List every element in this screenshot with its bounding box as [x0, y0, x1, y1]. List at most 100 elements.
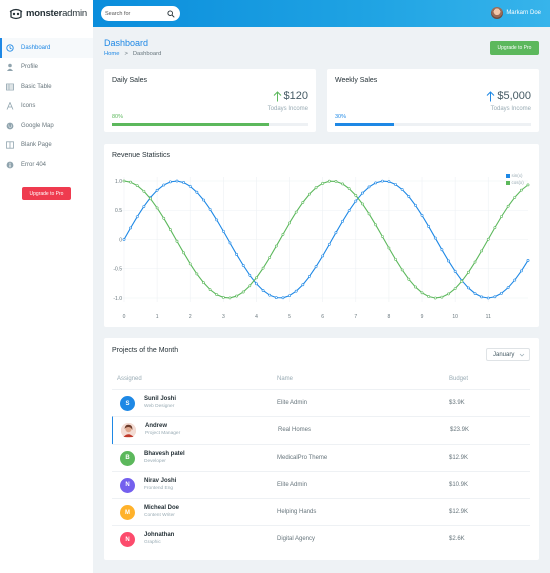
project-budget: $12.9K: [449, 509, 469, 516]
avatar-initial: B: [125, 455, 130, 462]
project-budget: $2.6K: [449, 536, 465, 543]
data-point-cos: [308, 192, 311, 196]
data-point-sin: [420, 213, 424, 217]
stat-value: $5,000: [486, 90, 531, 102]
data-point-cos: [168, 228, 172, 231]
table-row[interactable]: N Nirav Joshi Frontend Eng Elite Admin $10.9…: [112, 470, 530, 498]
sidebar-item-dashboard[interactable]: Dashboard: [0, 38, 93, 58]
assignee-role: Content Writer: [144, 513, 175, 519]
data-point-sin: [387, 180, 391, 184]
data-point-sin: [175, 179, 179, 183]
assignee: Bhavesh patel Developer: [144, 451, 185, 464]
table-row[interactable]: N Johnathan Graphic Digital Agency $2.6K: [112, 525, 530, 552]
legend-item: sin(x): [506, 172, 524, 179]
data-point-cos: [407, 277, 411, 281]
data-point-sin: [500, 291, 503, 295]
sidebar-item-label: Profile: [21, 64, 39, 71]
table-row[interactable]: M Micheal Doe Content Writer Helping Hands $…: [112, 498, 530, 525]
avatar: N: [120, 532, 135, 548]
data-point-sin: [414, 203, 417, 207]
photo-avatar-icon: [121, 423, 136, 439]
user-icon: [7, 63, 13, 72]
data-point-sin: [506, 286, 510, 290]
sidebar-upgrade-button[interactable]: Upgrade to Pro: [22, 187, 71, 200]
data-point-cos: [334, 179, 338, 183]
data-point-cos: [361, 202, 364, 206]
table-row[interactable]: Andrew Project Manager Real Homes $23.9K: [112, 416, 530, 444]
data-point-sin: [308, 275, 311, 278]
data-point-cos: [248, 284, 252, 288]
projects-card: Projects of the Month January: [104, 338, 539, 560]
project-budget: $12.9K: [449, 454, 469, 461]
data-point-sin: [162, 183, 166, 187]
assignee-role: Project Manager: [145, 431, 181, 437]
data-point-cos: [480, 249, 484, 253]
revenue-card: Revenue Statistics: [104, 144, 539, 327]
data-point-sin: [466, 286, 470, 290]
search-input[interactable]: [105, 10, 165, 17]
header-budget: Budget: [449, 376, 469, 382]
data-point-cos: [241, 290, 245, 294]
data-point-sin: [400, 188, 404, 191]
sidebar-item-error-404[interactable]: Error 404: [0, 155, 93, 175]
data-point-sin: [453, 269, 457, 273]
data-point-sin: [526, 259, 530, 262]
breadcrumb-home[interactable]: Home: [104, 51, 120, 57]
data-point-cos: [281, 232, 285, 236]
data-point-cos: [135, 184, 139, 188]
data-point-sin: [182, 181, 186, 184]
header-bar: Markarn Doe: [93, 0, 550, 27]
table-icon: [6, 83, 14, 91]
data-point-cos: [228, 296, 232, 300]
sidebar-item-icons[interactable]: Icons: [0, 97, 93, 117]
data-point-cos: [466, 270, 470, 274]
data-point-cos: [188, 262, 192, 266]
data-point-cos: [268, 256, 272, 259]
logo[interactable]: monster admin: [0, 0, 93, 27]
avatar: S: [120, 396, 135, 411]
data-point-sin: [314, 265, 318, 269]
data-point-cos: [294, 210, 298, 214]
search-icon[interactable]: [167, 9, 175, 18]
data-point-sin: [294, 289, 298, 293]
sidebar-item-profile[interactable]: Profile: [0, 58, 93, 78]
data-point-cos: [440, 295, 444, 299]
project-name: Real Homes: [278, 427, 312, 434]
x-tick-label: 10: [452, 314, 458, 320]
sidebar-item-label: Basic Table: [21, 83, 52, 90]
legend-label: sin(x): [511, 173, 523, 178]
project-budget: $10.9K: [449, 481, 469, 488]
data-point-cos: [380, 234, 384, 238]
sidebar-item-google-map[interactable]: Google Map: [0, 116, 93, 136]
chart-legend: sin(x) cos(x): [506, 172, 524, 186]
table-row[interactable]: B Bhavesh patel Developer MedicalPro Theme $…: [112, 443, 530, 471]
sidebar-item-blank-page[interactable]: Blank Page: [0, 136, 93, 156]
card-title: Weekly Sales: [335, 77, 378, 84]
data-point-cos: [420, 291, 424, 295]
assignee-name: Bhavesh patel: [144, 450, 185, 457]
data-point-sin: [241, 263, 245, 267]
data-point-cos: [155, 206, 159, 210]
chevron-down-icon: [519, 353, 525, 357]
assignee-role: Web Designer: [144, 404, 175, 409]
header-assigned: Assigned: [117, 376, 142, 382]
data-point-cos: [367, 212, 371, 216]
month-select[interactable]: January: [486, 348, 530, 361]
user-profile[interactable]: Markarn Doe: [491, 7, 541, 19]
project-name: Helping Hands: [277, 509, 317, 516]
table-row[interactable]: S Sunil Joshi Web Designer Elite Admin $3.9K: [112, 389, 530, 416]
avatar: [491, 7, 504, 19]
x-tick-label: 3: [222, 314, 225, 320]
sidebar-item-basic-table[interactable]: Basic Table: [0, 77, 93, 97]
data-point-cos: [374, 223, 378, 227]
progress-track: [335, 123, 531, 126]
assignee: Micheal Doe Content Writer: [144, 505, 179, 518]
assignee: Andrew Project Manager: [145, 423, 180, 436]
data-point-sin: [394, 183, 397, 186]
data-point-sin: [321, 254, 325, 258]
y-tick-label: -1.0: [113, 296, 122, 302]
upgrade-button[interactable]: Upgrade to Pro: [490, 41, 539, 55]
data-point-cos: [235, 294, 238, 298]
